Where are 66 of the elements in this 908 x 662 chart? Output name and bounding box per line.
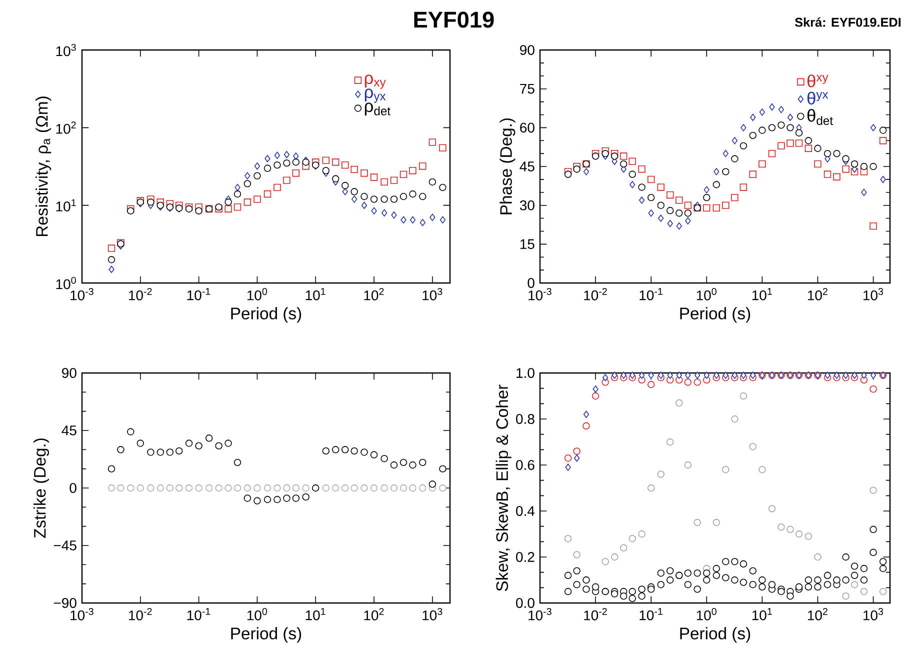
y-tick-label: 0 — [528, 278, 534, 288]
y-tick-label: 0.8 — [516, 414, 534, 424]
y-tick-label: 0.0 — [516, 598, 534, 608]
x-tick-label: 10$^{3}$ — [864, 288, 884, 300]
y-tick-label: 45 — [520, 162, 534, 172]
x-tick-label: 10$^{-2}$ — [584, 288, 607, 300]
x-tick-label: 10$^{-3}$ — [70, 288, 94, 300]
x-tick-label: 10$^{0}$ — [247, 288, 268, 300]
x-tick-label: 10$^{-2}$ — [584, 608, 607, 620]
x-tick-label: 10$^{-3}$ — [528, 288, 552, 300]
x-tick-label: 10$^{2}$ — [364, 288, 384, 300]
y-tick-label: 0.4 — [516, 506, 535, 516]
y-tick-label: 90 — [62, 368, 76, 378]
y-axis-title: Skew, SkewB, Ellip & Coher — [496, 384, 512, 591]
x-tick-label: 10$^{-1}$ — [640, 608, 662, 620]
y-tick-label: 90 — [520, 45, 534, 55]
x-tick-label: 10$^{-3}$ — [528, 608, 552, 620]
legend-label: ρ$_{xy}$ — [364, 74, 386, 89]
legend-label: ρ$_{det}$ — [364, 102, 390, 116]
y-tick-label: 1.0 — [516, 368, 534, 378]
x-tick-label: 10$^{2}$ — [808, 288, 828, 300]
y-tick-label: −45 — [54, 540, 76, 550]
x-tick-label: 10$^{-1}$ — [187, 608, 210, 620]
x-tick-label: 10$^{0}$ — [247, 608, 268, 620]
y-tick-label: 10$^{2}$ — [56, 122, 76, 134]
x-tick-label: 10$^{3}$ — [422, 608, 442, 620]
x-tick-label: 10$^{-1}$ — [187, 288, 210, 300]
y-axis-title: Resistivity, ρ$_{a}$ (Ωm) — [36, 96, 52, 236]
legend-label: θ$^{yx}$ — [807, 92, 828, 105]
x-tick-label: 10$^{-1}$ — [640, 288, 662, 300]
x-tick-label: 10$^{-2}$ — [128, 608, 152, 620]
x-tick-label: 10$^{3}$ — [422, 288, 442, 300]
y-tick-label: 0.6 — [516, 460, 534, 470]
x-tick-label: 10$^{2}$ — [364, 608, 384, 620]
y-tick-label: 10$^{3}$ — [56, 44, 76, 56]
x-axis-title: Period (s) — [231, 307, 302, 323]
x-tick-label: 10$^{2}$ — [808, 608, 828, 620]
x-tick-label: 10$^{0}$ — [696, 608, 716, 620]
x-axis-title: Period (s) — [231, 627, 302, 643]
y-tick-label: 0 — [70, 483, 76, 493]
y-tick-label: 30 — [520, 200, 534, 210]
y-tick-label: 0.2 — [516, 552, 534, 562]
x-tick-label: 10$^{-2}$ — [128, 288, 152, 300]
x-tick-label: 10$^{1}$ — [306, 608, 326, 620]
y-axis-title: Phase (Deg.) — [500, 118, 516, 214]
legend-label: θ$^{xy}$ — [807, 74, 828, 88]
y-tick-label: 15 — [520, 239, 534, 250]
legend-label: θ$_{det}$ — [807, 109, 833, 125]
y-tick-label: 10$^{0}$ — [56, 276, 76, 290]
y-tick-label: 10$^{1}$ — [56, 199, 76, 212]
x-tick-label: 10$^{1}$ — [752, 608, 772, 620]
x-axis-title: Period (s) — [680, 307, 750, 323]
y-axis-title: Zstrike (Deg.) — [34, 438, 50, 538]
legend-label: ρ$_{yx}$ — [364, 88, 386, 103]
y-tick-label: 45 — [62, 426, 76, 436]
x-tick-label: 10$^{3}$ — [864, 608, 884, 620]
chart-title: EYF019 — [414, 12, 494, 28]
x-tick-label: 10$^{1}$ — [752, 288, 772, 300]
y-tick-label: 75 — [520, 84, 534, 94]
x-tick-label: 10$^{0}$ — [696, 288, 716, 300]
y-tick-label: 60 — [520, 122, 534, 133]
text: Skrá: EYF019.EDI — [794, 17, 901, 27]
x-axis-title: Period (s) — [680, 627, 750, 643]
y-tick-label: −90 — [54, 598, 76, 608]
x-tick-label: 10$^{1}$ — [306, 288, 326, 300]
x-tick-label: 10$^{-3}$ — [70, 608, 94, 620]
